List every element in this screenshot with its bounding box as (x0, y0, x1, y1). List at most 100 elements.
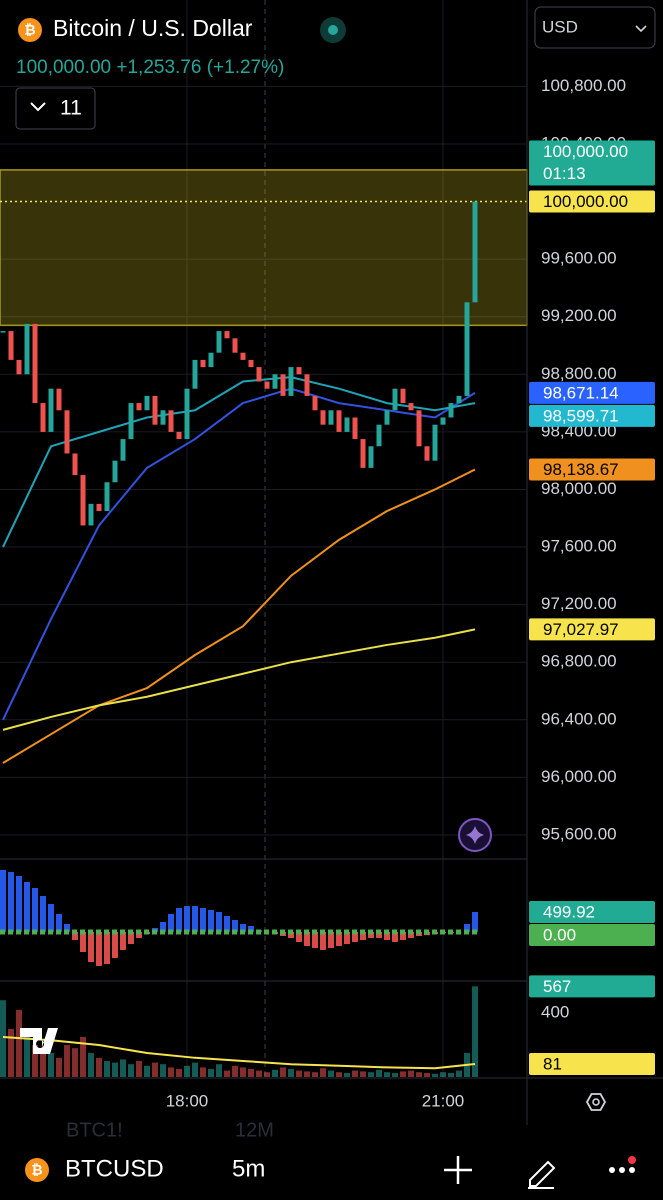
candle (264, 381, 270, 389)
faded-interval: 12M (235, 1119, 274, 1141)
volume-bar (296, 1070, 302, 1077)
momentum-bar (368, 932, 374, 938)
momentum-bar (392, 932, 398, 942)
price-tag-label: 567 (543, 977, 571, 996)
btc-icon-glyph: ₿ (24, 22, 35, 38)
indicators-toggle[interactable] (15, 87, 96, 130)
zone (0, 169, 528, 327)
price-tag-label: 98,671.14 (543, 383, 619, 402)
chevron-icon (30, 102, 46, 112)
momentum-bar (312, 932, 318, 948)
price-tag (529, 140, 655, 186)
momentum-bar (384, 932, 390, 940)
indicators-count: 11 (60, 97, 82, 120)
volume-bar (32, 1045, 38, 1077)
volume-bar (352, 1070, 358, 1077)
momentum-bar (472, 912, 478, 932)
candle (216, 331, 222, 353)
candle (152, 395, 158, 425)
y-tick-label: 99,600.00 (541, 249, 617, 268)
price-tag-label: 81 (543, 1055, 562, 1074)
volume-bar (224, 1070, 230, 1077)
candle (360, 439, 366, 468)
candle (160, 410, 166, 425)
momentum-bar (336, 932, 342, 946)
volume-bar (416, 1072, 422, 1077)
momentum-bar (208, 910, 214, 932)
y-tick-label: 97,600.00 (541, 537, 617, 556)
momentum-bar (64, 924, 70, 932)
volume-bar (72, 1048, 78, 1077)
momentum-bar (304, 932, 310, 946)
momentum-bar (32, 888, 38, 932)
candle (304, 374, 310, 396)
candle (456, 395, 462, 404)
volume-bar (8, 1029, 14, 1077)
momentum-bar (200, 908, 206, 932)
volume-bar (448, 1073, 454, 1077)
volume-bar (0, 1000, 6, 1077)
header-price: 100,000.00 (16, 57, 111, 78)
volume-bar (280, 1067, 286, 1077)
volume-bar (400, 1071, 406, 1077)
volume-bar (240, 1067, 246, 1077)
volume-bar (24, 1037, 30, 1077)
momentum-bar (320, 932, 326, 950)
candle (312, 395, 318, 411)
candle (240, 352, 246, 360)
candle (400, 388, 406, 404)
settings-icon[interactable] (585, 1093, 607, 1111)
y-tick-label: 96,000.00 (541, 767, 617, 786)
more-dot[interactable] (609, 1167, 615, 1173)
volume-bar (288, 1069, 294, 1077)
candle (120, 439, 126, 461)
volume-bar (384, 1072, 390, 1077)
momentum-bar (160, 922, 166, 932)
candle (208, 352, 214, 368)
momentum-bar (232, 920, 238, 932)
volume-bar (304, 1071, 310, 1077)
candle (320, 410, 326, 425)
indicator-line (2, 468, 476, 764)
momentum-bar (48, 904, 54, 932)
candle (392, 388, 398, 411)
momentum-bar (192, 906, 198, 932)
footer-symbol[interactable]: BTCUSD (65, 1155, 164, 1182)
candle (72, 453, 78, 476)
settings-icon-center (592, 1098, 600, 1106)
candle (344, 417, 350, 432)
candle (440, 417, 446, 425)
candle (352, 417, 358, 440)
momentum-bar (112, 932, 118, 958)
y-tick-label: 96,400.00 (541, 709, 617, 728)
draw-button[interactable] (528, 1160, 556, 1189)
volume-bar (312, 1072, 318, 1077)
momentum-bar (40, 896, 46, 932)
candle (336, 410, 342, 432)
price-tag (529, 458, 655, 481)
momentum-bar (328, 932, 334, 948)
price-tag (529, 618, 655, 641)
add-button[interactable] (444, 1156, 472, 1184)
momentum-bar (224, 916, 230, 932)
volume-bar (344, 1073, 350, 1077)
price-tag-label: 499.92 (543, 902, 595, 921)
volume-bar (200, 1067, 206, 1077)
candle (448, 403, 454, 418)
btc-icon (25, 1158, 49, 1182)
price-tag (529, 1053, 655, 1076)
candle (472, 201, 478, 303)
momentum-bar (0, 870, 6, 932)
tv-logo (20, 1028, 58, 1054)
volume-bar (40, 1048, 46, 1077)
footer-interval[interactable]: 5m (232, 1155, 265, 1182)
candle (296, 367, 302, 375)
candle (432, 424, 438, 461)
y-tick-label: 96,800.00 (541, 652, 617, 671)
currency-select[interactable] (534, 6, 656, 49)
volume-bar (472, 986, 478, 1077)
volume-bar (368, 1072, 374, 1077)
price-tag (529, 190, 655, 213)
momentum-bar (128, 932, 134, 944)
